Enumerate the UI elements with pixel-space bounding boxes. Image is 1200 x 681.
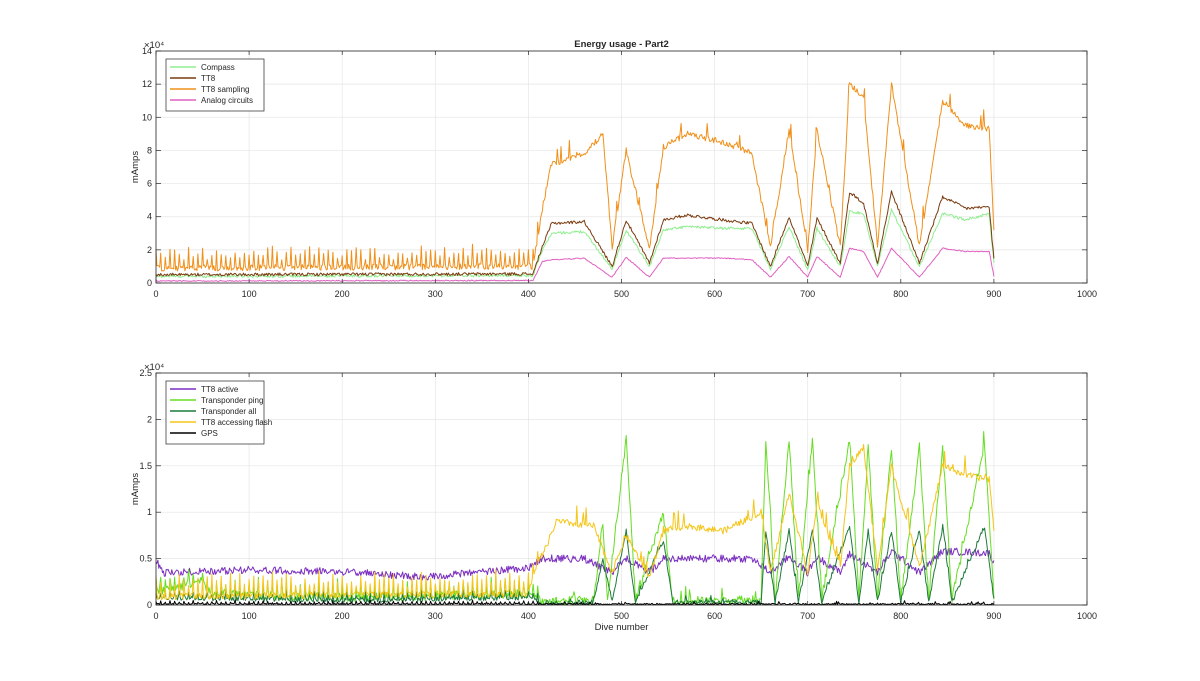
x-tick-label: 1000: [1077, 611, 1097, 621]
bottom-y-exponent: ×10⁴: [144, 362, 164, 373]
legend-entry: Transponder ping: [201, 396, 263, 405]
legend-entry: TT8 accessing flash: [201, 418, 272, 427]
y-tick-label: 0.5: [139, 554, 152, 564]
x-tick-label: 200: [335, 289, 350, 299]
legend-entry: Compass: [201, 63, 235, 72]
x-tick-label: 100: [242, 289, 257, 299]
x-tick-label: 200: [335, 611, 350, 621]
x-tick-label: 500: [614, 611, 629, 621]
top-ticks: 0 100 200 300 400 500 600 700 800 900 1000 0 2 4 6 8 10 1…: [142, 46, 1097, 299]
x-tick-label: 400: [521, 611, 536, 621]
y-tick-label: 0: [147, 600, 152, 610]
legend-entry: TT8: [201, 74, 216, 83]
top-legend: Compass TT8 TT8 sampling Analog circuits: [165, 58, 265, 112]
top-y-exponent: ×10⁴: [144, 40, 164, 51]
y-tick-label: 1: [147, 507, 152, 517]
y-tick-label: 4: [147, 212, 152, 222]
y-tick-label: 6: [147, 179, 152, 189]
x-tick-label: 800: [893, 289, 908, 299]
bottom-x-axis-label: Dive number: [595, 622, 649, 633]
top-y-axis-label: mAmps: [130, 151, 141, 183]
series-line-transponder-all: [155, 523, 995, 606]
y-tick-label: 10: [142, 112, 152, 122]
y-tick-label: 0: [147, 278, 152, 288]
x-tick-label: 800: [893, 611, 908, 621]
x-tick-label: 700: [800, 611, 815, 621]
top-chart-title: Energy usage - Part2: [574, 39, 669, 50]
bottom-series: [155, 431, 995, 606]
y-tick-label: 1.5: [139, 461, 152, 471]
series-line-tt8-sampling: [155, 82, 995, 272]
y-tick-label: 8: [147, 145, 152, 155]
series-line-tt8-active: [155, 547, 995, 581]
series-line-tt8: [155, 190, 995, 277]
bottom-axes: 0 100 200 300 400 500 600 700 800 900 1000 0 0.5 1 1.5…: [130, 362, 1097, 633]
legend-entry: Transponder all: [201, 407, 257, 416]
bottom-legend: TT8 active Transponder ping Transponder al…: [165, 380, 272, 445]
y-tick-label: 12: [142, 79, 152, 89]
x-tick-label: 600: [707, 611, 722, 621]
legend-entry: GPS: [201, 429, 218, 438]
x-tick-label: 600: [707, 289, 722, 299]
y-tick-label: 2: [147, 245, 152, 255]
legend-entry: TT8 active: [201, 385, 239, 394]
series-line-compass: [155, 208, 995, 279]
x-tick-label: 300: [428, 289, 443, 299]
y-tick-label: 2: [147, 414, 152, 424]
series-line-gps: [155, 599, 995, 606]
legend-entry: TT8 sampling: [201, 85, 249, 94]
x-tick-label: 700: [800, 289, 815, 299]
x-tick-label: 500: [614, 289, 629, 299]
top-axes: 0 100 200 300 400 500 600 700 800 900 1000 0 2 4 6 8 10 1…: [130, 39, 1097, 299]
x-tick-label: 100: [242, 611, 257, 621]
y-tick-label: 14: [142, 46, 152, 56]
x-tick-label: 0: [153, 611, 158, 621]
x-tick-label: 0: [153, 289, 158, 299]
x-tick-label: 900: [986, 289, 1001, 299]
x-tick-label: 400: [521, 289, 536, 299]
x-tick-label: 1000: [1077, 289, 1097, 299]
legend-entry: Analog circuits: [201, 96, 253, 105]
bottom-ticks: 0 100 200 300 400 500 600 700 800 900 1000 0 0.5 1 1.5…: [139, 368, 1097, 621]
x-tick-label: 300: [428, 611, 443, 621]
top-series: [155, 82, 995, 282]
series-line-analog-circuits: [155, 247, 995, 282]
y-tick-label: 2.5: [139, 368, 152, 378]
series-line-tt8-accessing-flash: [155, 443, 995, 601]
x-tick-label: 900: [986, 611, 1001, 621]
bottom-y-axis-label: mAmps: [130, 473, 141, 505]
